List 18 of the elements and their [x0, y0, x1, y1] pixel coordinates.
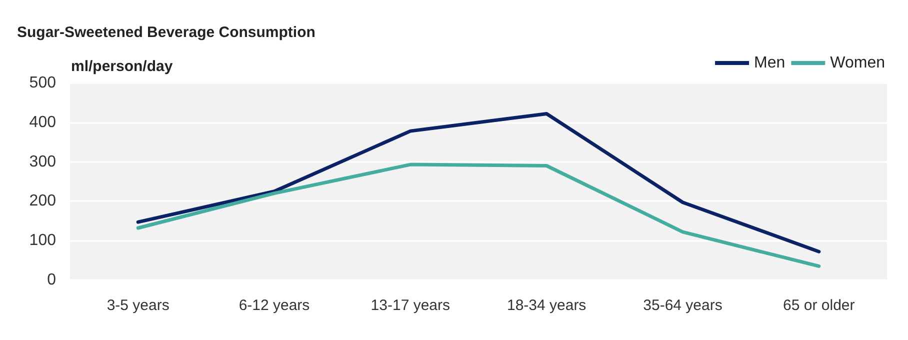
x-tick-label: 3-5 years	[106, 297, 170, 314]
y-tick-label: 100	[29, 232, 56, 250]
x-tick-label: 18-34 years	[506, 297, 586, 314]
x-tick-label: 6-12 years	[238, 297, 310, 314]
x-tick-label: 65 or older	[783, 297, 855, 314]
chart-title: Sugar-Sweetened Beverage Consumption	[17, 24, 316, 41]
y-tick-label: 300	[29, 153, 56, 170]
y-tick-label: 500	[29, 74, 56, 92]
x-tick-label: 13-17 years	[370, 297, 450, 314]
x-tick-label: 35-64 years	[643, 297, 722, 314]
y-axis-title: ml/person/day	[71, 58, 174, 75]
line-series	[136, 162, 821, 268]
y-tick-label: 200	[29, 192, 56, 210]
legend-label: Men	[754, 54, 786, 72]
y-tick-label: 400	[29, 114, 56, 131]
y-tick-label: 0	[47, 272, 56, 288]
legend-label: Women	[830, 54, 886, 72]
line-series	[136, 112, 821, 254]
